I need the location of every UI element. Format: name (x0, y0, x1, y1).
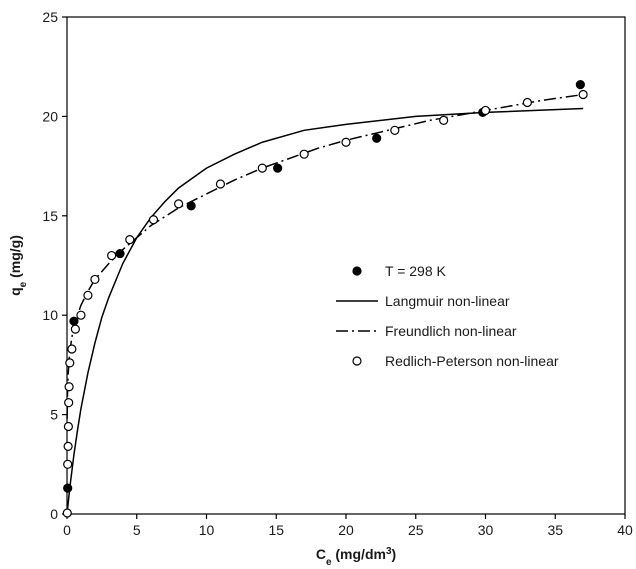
data-point-filled (115, 248, 125, 259)
y-axis-title: qe (mg/g) (7, 235, 29, 296)
y-tick-label: 0 (50, 506, 58, 522)
data-point-filled (69, 316, 79, 326)
x-tick-label: 35 (547, 522, 563, 538)
data-point-open (63, 441, 73, 452)
data-point-open (522, 97, 532, 108)
y-tick-label: 5 (50, 407, 58, 423)
data-point-filled (273, 163, 283, 173)
legend-label: Redlich-Peterson non-linear (385, 353, 559, 369)
data-point-open (63, 459, 73, 469)
legend-label: Langmuir non-linear (385, 293, 510, 309)
x-tick-label: 15 (268, 522, 284, 538)
data-point-open (174, 199, 184, 209)
y-tick-label: 20 (42, 108, 58, 124)
x-tick-label: 10 (199, 522, 215, 538)
x-axis-title-sub: e (326, 557, 332, 568)
legend-marker-swatch (352, 356, 362, 366)
legend-item: Freundlich non-linear (336, 323, 517, 339)
series-line (66, 93, 584, 419)
data-point-open (76, 310, 86, 320)
data-point-open (67, 344, 77, 354)
x-tick-label: 40 (617, 522, 633, 538)
data-point-open (390, 125, 400, 135)
data-point-filled (575, 79, 585, 90)
series-line-2 (66, 93, 584, 419)
data-point-open (90, 274, 100, 285)
data-point-open (439, 115, 449, 125)
legend-item: Langmuir non-linear (336, 293, 510, 309)
x-tick-label: 30 (478, 522, 494, 538)
data-point-open (341, 137, 351, 147)
data-point-filled (372, 133, 382, 143)
y-tick-label: 10 (42, 307, 58, 323)
data-point-open (257, 163, 267, 173)
data-point-open (107, 250, 117, 261)
axis-ticks: 0 5 10 15 20 25 30 35 40 0 5 10 15 20 25 (42, 9, 633, 538)
y-axis-title-units: (mg/g) (7, 235, 23, 282)
legend-marker-swatch (352, 266, 362, 276)
data-point-open (83, 290, 93, 300)
data-point-open (62, 508, 72, 518)
legend: T = 298 K Langmuir non-linear Freundlich n… (336, 263, 559, 369)
data-point-open (65, 358, 75, 368)
legend-label: T = 298 K (385, 263, 447, 279)
y-axis-title-main: q (7, 287, 23, 296)
series-line (66, 107, 584, 515)
data-point-open (215, 179, 226, 189)
data-point-open (578, 89, 588, 100)
data-point-open (125, 235, 135, 245)
data-point-open (64, 398, 74, 408)
y-tick-label: 15 (42, 208, 58, 224)
x-tick-label: 0 (63, 522, 71, 538)
legend-item: Redlich-Peterson non-linear (352, 353, 559, 369)
legend-label: Freundlich non-linear (385, 323, 517, 339)
x-axis-title-units: (mg/dm (332, 546, 386, 562)
plot-frame (66, 16, 626, 515)
data-point-open (63, 421, 73, 432)
x-tick-label: 20 (338, 522, 354, 538)
series-layer (62, 79, 588, 518)
series-scatter-0 (63, 79, 585, 493)
series-scatter-3 (62, 89, 588, 518)
x-tick-label: 5 (133, 522, 141, 538)
data-point-open (64, 382, 74, 392)
data-point-open (70, 324, 80, 334)
x-axis-title: Ce (mg/dm3) (316, 546, 396, 568)
x-axis-title-main: C (316, 546, 326, 562)
y-axis-title-sub: e (18, 281, 29, 287)
x-axis-title-sup: 3 (386, 546, 392, 557)
data-point-open (480, 105, 491, 116)
plot-area (66, 16, 626, 515)
y-tick-label: 25 (42, 9, 58, 25)
data-point-open (299, 149, 309, 159)
legend-item: T = 298 K (352, 263, 447, 279)
data-point-open (148, 215, 159, 225)
x-axis-title-close: ) (392, 546, 397, 562)
series-line-1 (66, 107, 584, 515)
x-tick-label: 25 (408, 522, 424, 538)
